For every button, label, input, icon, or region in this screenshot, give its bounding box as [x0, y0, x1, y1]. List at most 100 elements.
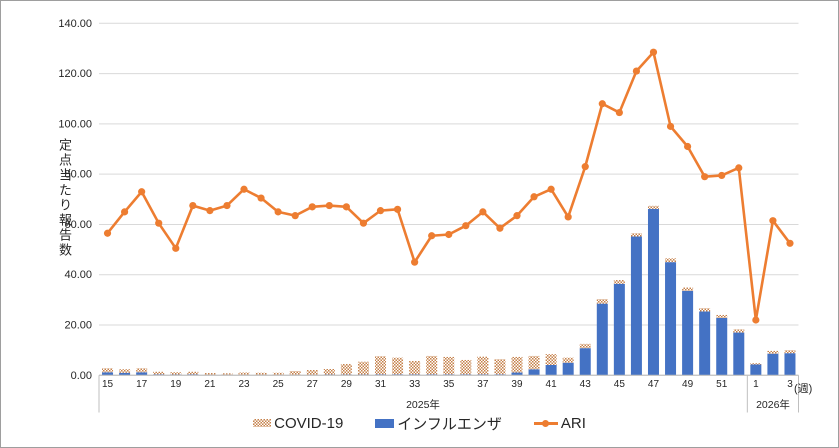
x-tick-49: 49 [682, 379, 694, 390]
ari-marker-w31 [376, 207, 385, 215]
bar-covid19-w29 [340, 363, 352, 375]
bar-covid19-w1 [750, 363, 762, 365]
y-axis-tick-labels: 0.00 20.00 40.00 60.00 80.00 100.00 120.00 140.… [58, 18, 92, 382]
bar-covid19-w22 [221, 373, 233, 375]
x-axis-tick-labels: 15 17 19 21 23 25 27 29 31 33 35 37 39 41 43 45 47 49 51 1 3 [102, 379, 793, 390]
bar-influenza-w18 [153, 374, 165, 376]
bar-covid19-w25 [272, 372, 284, 375]
ari-marker-w37 [479, 208, 487, 216]
x-axis-line [98, 374, 799, 413]
x-tick-29: 29 [341, 379, 353, 390]
ari-marker-w25 [274, 208, 282, 216]
ari-dot-glyph [541, 419, 549, 427]
bar-influenza-w48 [665, 262, 677, 376]
bar-covid19-w47 [647, 205, 659, 209]
legend-item-ari: ARI [533, 415, 586, 432]
ari-marker-w47 [649, 48, 658, 56]
legend-label-covid19: COVID-19 [274, 414, 344, 432]
ari-marker-w45 [615, 108, 623, 117]
y-axis-title: 定点当たり報告数 [57, 138, 72, 258]
ari-marker-w2 [769, 217, 777, 225]
x-tick-27: 27 [307, 379, 319, 390]
ari-marker-w15 [103, 229, 112, 237]
x-tick-3: 3 [787, 379, 793, 390]
x-tick-37: 37 [477, 379, 489, 390]
bar-covid19-w27 [306, 370, 318, 375]
bar-covid19-w17 [136, 368, 148, 373]
bar-influenza-w50 [699, 311, 711, 376]
ari-marker-w52 [735, 164, 743, 172]
x-tick-17: 17 [136, 379, 148, 390]
ari-marker-w20 [189, 201, 197, 210]
x-tick-51: 51 [716, 379, 728, 390]
x-tick-39: 39 [511, 379, 523, 390]
ari-marker-w18 [155, 219, 163, 227]
bar-influenza-w1 [750, 364, 762, 376]
bar-covid19-w41 [545, 354, 557, 365]
bar-influenza-w47 [647, 208, 659, 376]
ari-marker-w32 [393, 205, 402, 213]
ari-marker-w27 [308, 203, 316, 211]
bar-covid19-w18 [153, 371, 165, 375]
bar-covid19-w39 [511, 356, 523, 373]
bar-influenza-w37 [477, 374, 489, 376]
bar-covid19-w48 [665, 258, 677, 263]
bar-covid19-w46 [630, 233, 642, 237]
ari-marker-w40 [530, 193, 538, 201]
ari-marker-w16 [120, 208, 129, 216]
bar-influenza-w35 [443, 374, 455, 376]
bar-influenza-w39 [511, 372, 523, 376]
bar-influenza-w34 [426, 374, 438, 376]
ari-marker-w17 [138, 188, 146, 196]
bar-influenza-w52 [733, 332, 745, 376]
bar-influenza-w38 [494, 374, 506, 376]
bar-covid19-w26 [289, 371, 301, 375]
bar-covid19-w45 [613, 280, 625, 284]
ari-marker-w34 [428, 232, 436, 240]
ari-marker-w39 [513, 212, 521, 220]
ari-marker-w19 [172, 244, 180, 252]
x-tick-41: 41 [546, 379, 558, 390]
bar-covid19-w24 [255, 372, 267, 375]
bar-influenza-w16 [119, 372, 131, 376]
ari-marker-w26 [291, 212, 299, 220]
ari-marker-w23 [240, 185, 248, 193]
bar-influenza-w49 [682, 290, 694, 376]
ari-marker-w42 [564, 213, 572, 221]
bar-influenza-w20 [187, 374, 199, 376]
bar-covid19-w15 [102, 368, 114, 373]
bar-covid19-w51 [716, 314, 728, 318]
bar-covid19-w23 [238, 372, 250, 375]
bar-influenza-w40 [528, 369, 540, 376]
bar-influenza-w36 [460, 374, 472, 376]
bar-covid19-w50 [699, 308, 711, 312]
bar-covid19-w36 [460, 359, 472, 375]
y-tick-40.00: 40.00 [64, 269, 92, 281]
legend-item-covid19: COVID-19 [253, 415, 343, 432]
ari-marker-w21 [206, 207, 214, 215]
bar-influenza-w42 [562, 362, 574, 376]
bar-influenza-w31 [375, 374, 387, 376]
bar-covid19-w21 [204, 373, 216, 375]
bar-covid19-w35 [443, 356, 455, 375]
ari-marker-w35 [445, 230, 453, 239]
x-tick-33: 33 [409, 379, 421, 390]
x-tick-25: 25 [273, 379, 285, 390]
ari-line-marker-swatch [533, 419, 558, 427]
ari-marker-w46 [632, 67, 641, 75]
ari-marker-w1 [752, 316, 760, 324]
ari-marker-w48 [666, 122, 675, 130]
legend: COVID-19 インフルエンザ ARI [1, 411, 838, 435]
covid19-pattern-swatch [253, 419, 272, 427]
bar-influenza-w3 [784, 353, 796, 376]
bar-influenza-w15 [102, 372, 114, 376]
bar-influenza-w51 [716, 317, 728, 376]
bar-covid19-w42 [562, 357, 574, 363]
x-tick-43: 43 [580, 379, 592, 390]
ari-marker-w36 [462, 222, 470, 230]
bar-influenza-w45 [613, 283, 625, 376]
x-axis-group-label-2025: 2025年 [406, 399, 440, 411]
x-tick-47: 47 [648, 379, 660, 390]
y-tick-20.00: 20.00 [64, 320, 92, 332]
y-tick-140.00: 140.00 [58, 18, 92, 30]
